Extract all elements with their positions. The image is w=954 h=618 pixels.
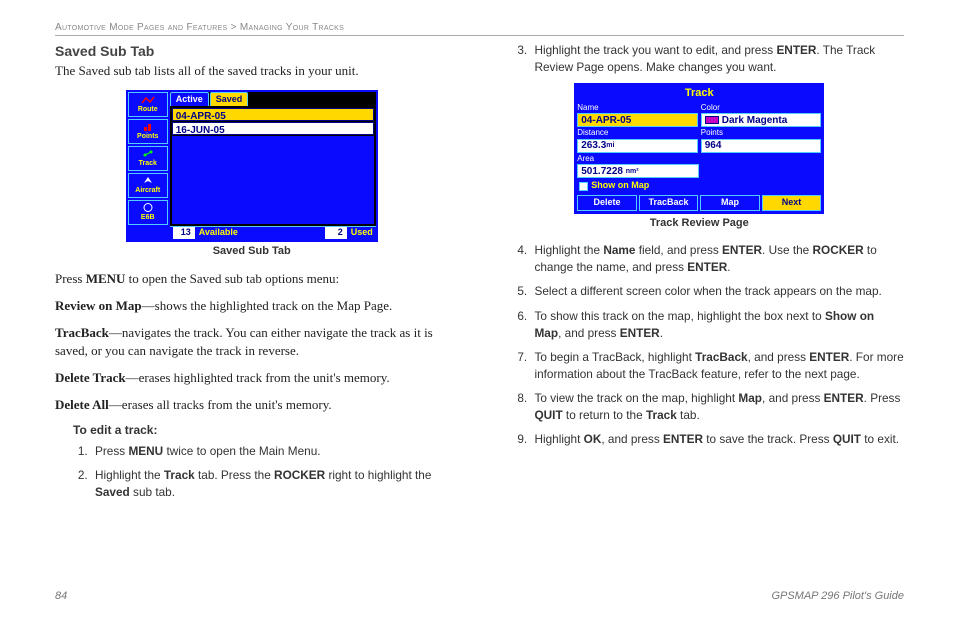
- trp-points-field: 964: [701, 139, 822, 153]
- sidebar-e6b: E6B: [128, 200, 168, 225]
- trp-area-label: Area: [577, 154, 821, 165]
- trp-btn-next: Next: [762, 195, 822, 211]
- used-count: 2: [325, 227, 347, 239]
- avail-label: Available: [199, 227, 238, 239]
- color-swatch: [705, 116, 719, 124]
- steps-right-rest: Highlight the Name field, and press ENTE…: [530, 242, 904, 447]
- checkbox-icon: [579, 182, 588, 191]
- right-column: Highlight the track you want to edit, an…: [494, 42, 904, 508]
- track-review-screenshot: Track Name 04-APR-05 Color Dark Magenta …: [574, 83, 824, 214]
- trp-btn-tracback: TracBack: [639, 195, 699, 211]
- opt-tracback: TracBack—navigates the track. You can ei…: [55, 324, 448, 358]
- steps-left: Press MENU twice to open the Main Menu. …: [91, 443, 448, 501]
- step-5: Select a different screen color when the…: [530, 283, 904, 300]
- step-2: Highlight the Track tab. Press the ROCKE…: [91, 467, 448, 500]
- section-heading: Saved Sub Tab: [55, 42, 448, 60]
- step-8: To view the track on the map, highlight …: [530, 390, 904, 423]
- trp-points-label: Points: [701, 128, 822, 139]
- trp-title: Track: [577, 86, 821, 101]
- tab-saved: Saved: [210, 92, 249, 106]
- trp-name-label: Name: [577, 103, 698, 114]
- saved-caption: Saved Sub Tab: [55, 244, 448, 259]
- trp-dist-field: 263.3mi: [577, 139, 698, 153]
- page-footer: 84 GPSMAP 296 Pilot's Guide: [55, 590, 904, 602]
- opt-delete-track: Delete Track—erases highlighted track fr…: [55, 369, 448, 386]
- track-item-1: 04-APR-05: [172, 108, 374, 121]
- device-bottom-bar: 13 Available 2 Used: [170, 226, 376, 240]
- tab-active: Active: [170, 92, 209, 106]
- trp-btn-delete: Delete: [577, 195, 637, 211]
- trp-area-field: 501.7228 nm²: [577, 164, 699, 178]
- trp-show-on-map: Show on Map: [579, 180, 821, 192]
- steps-right-top: Highlight the track you want to edit, an…: [530, 42, 904, 75]
- page-number: 84: [55, 590, 67, 602]
- sidebar-points: Points: [128, 119, 168, 144]
- breadcrumb-sep: >: [231, 22, 237, 33]
- trp-dist-label: Distance: [577, 128, 698, 139]
- edit-heading: To edit a track:: [73, 423, 448, 439]
- content-columns: Saved Sub Tab The Saved sub tab lists al…: [55, 42, 904, 508]
- sidebar-track: Track: [128, 146, 168, 171]
- step-9: Highlight OK, and press ENTER to save th…: [530, 431, 904, 448]
- step-4: Highlight the Name field, and press ENTE…: [530, 242, 904, 275]
- guide-title: GPSMAP 296 Pilot's Guide: [771, 590, 904, 602]
- step-6: To show this track on the map, highlight…: [530, 308, 904, 341]
- step-1: Press MENU twice to open the Main Menu.: [91, 443, 448, 460]
- avail-count: 13: [173, 227, 195, 239]
- device-sidebar: Route Points Track Aircraft E6B: [128, 92, 168, 240]
- breadcrumb-sec1: Automotive Mode Pages and Features: [55, 22, 228, 33]
- step-7: To begin a TracBack, highlight TracBack,…: [530, 349, 904, 382]
- intro-para: The Saved sub tab lists all of the saved…: [55, 62, 448, 79]
- sidebar-route: Route: [128, 92, 168, 117]
- trp-color-field: Dark Magenta: [701, 113, 822, 127]
- step-3: Highlight the track you want to edit, an…: [530, 42, 904, 75]
- trp-btn-map: Map: [700, 195, 760, 211]
- track-item-2: 16-JUN-05: [172, 122, 374, 135]
- trp-name-field: 04-APR-05: [577, 113, 698, 127]
- breadcrumb: Automotive Mode Pages and Features > Man…: [55, 22, 904, 36]
- left-column: Saved Sub Tab The Saved sub tab lists al…: [55, 42, 448, 508]
- opt-review: Review on Map—shows the highlighted trac…: [55, 297, 448, 314]
- trp-color-label: Color: [701, 103, 822, 114]
- used-label: Used: [351, 227, 373, 239]
- menu-line: Press MENU to open the Saved sub tab opt…: [55, 270, 448, 287]
- sidebar-aircraft: Aircraft: [128, 173, 168, 198]
- saved-tab-screenshot: Route Points Track Aircraft E6B Active S…: [126, 90, 378, 242]
- trp-caption: Track Review Page: [494, 216, 904, 231]
- opt-delete-all: Delete All—erases all tracks from the un…: [55, 396, 448, 413]
- breadcrumb-sec2: Managing Your Tracks: [240, 22, 344, 33]
